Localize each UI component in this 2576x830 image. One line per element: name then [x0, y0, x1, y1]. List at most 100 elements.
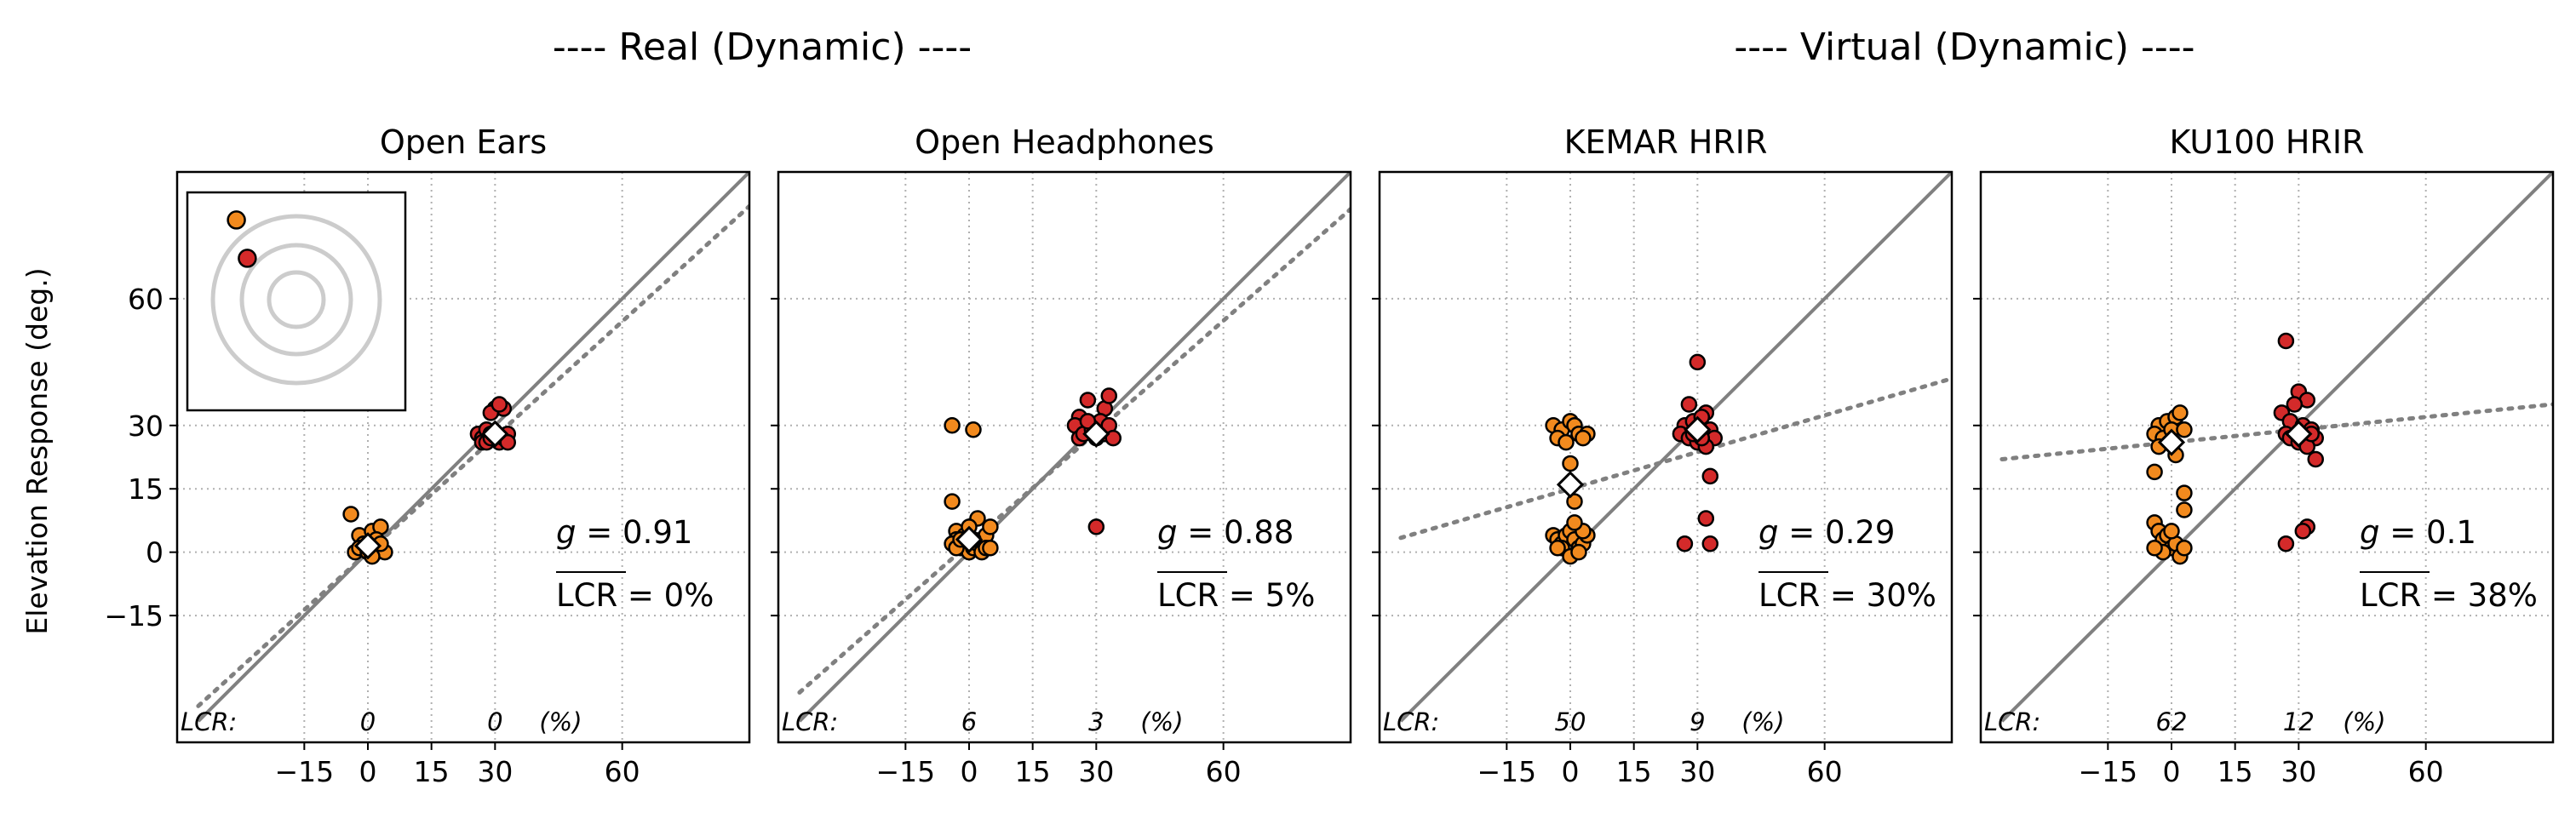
- x-tick-label: −15: [876, 755, 936, 788]
- x-tick-label: −15: [1477, 755, 1537, 788]
- x-tick-label: 30: [2281, 755, 2316, 788]
- median-marker: [955, 525, 984, 553]
- data-point: [1079, 413, 1097, 430]
- lcr-value: 6: [961, 707, 977, 736]
- lcr-value: 0: [487, 707, 502, 736]
- axes-frame: [1979, 170, 2555, 744]
- data-point: [2146, 463, 2163, 481]
- x-tick-label: −15: [2079, 755, 2138, 788]
- mean-lcr-value: LCR = 5%: [1157, 577, 1315, 614]
- data-point: [944, 417, 961, 434]
- plot-area: [1380, 172, 1952, 742]
- median-marker: [1684, 415, 1712, 444]
- y-tick-label: 30: [128, 409, 164, 443]
- data-point: [1549, 539, 1566, 557]
- data-point: [982, 518, 999, 535]
- lcr-value: 3: [1088, 707, 1104, 736]
- panel-1: Open Headphones −15 0 15 30 60 LCR: 6 3 (%) g = 0.…: [771, 123, 1352, 788]
- lcr-unit: (%): [539, 707, 582, 736]
- data-point: [1087, 518, 1105, 535]
- lcr-value: 62: [2156, 707, 2188, 736]
- panel-title: KEMAR HRIR: [1564, 123, 1768, 161]
- y-axis-label: Elevation Response (deg.): [20, 267, 54, 634]
- median-marker: [481, 420, 509, 448]
- median-marker: [1556, 471, 1585, 499]
- inset-point: [227, 210, 246, 230]
- median-marker: [2285, 420, 2313, 448]
- data-point: [1570, 543, 1587, 561]
- x-tick-label: 15: [1616, 755, 1652, 788]
- inset-frame: [186, 191, 407, 412]
- data-point: [2294, 523, 2312, 540]
- data-point: [2176, 501, 2193, 518]
- data-point: [1079, 392, 1097, 409]
- data-point: [342, 506, 359, 523]
- x-tick-label: 60: [1206, 755, 1242, 788]
- gain-value: g = 0.29: [1758, 514, 1895, 551]
- mean-lcr-value: LCR = 30%: [1758, 577, 1936, 614]
- panel-2: KEMAR HRIR −15 0 15 30 60 LCR: 50 9 (%) g = 0.29 LC…: [1372, 123, 1954, 788]
- panel-title: KU100 HRIR: [2170, 123, 2365, 161]
- identity-line: [197, 172, 749, 723]
- lcr-unit: (%): [1741, 707, 1784, 736]
- y-tick-label: 60: [128, 283, 164, 316]
- data-point: [944, 493, 961, 510]
- data-point: [491, 396, 508, 413]
- lcr-label: LCR:: [1383, 707, 1439, 736]
- data-point: [2146, 539, 2163, 557]
- x-tick-label: 0: [1562, 755, 1580, 788]
- panel-0: Open Ears −15 0 15 30 60 −15 0 15 30 60 LCR: 0 0 (%) g …: [104, 123, 751, 788]
- data-point: [1676, 535, 1694, 552]
- supertitle-real: ---- Real (Dynamic) ----: [553, 26, 972, 69]
- data-point: [1680, 396, 1698, 413]
- data-point: [982, 539, 999, 557]
- mean-lcr-value: LCR = 0%: [556, 577, 714, 614]
- data-point: [499, 433, 517, 451]
- data-point: [965, 421, 982, 438]
- axes-frame: [175, 170, 751, 744]
- x-tick-label: 15: [414, 755, 450, 788]
- y-tick-label: 0: [146, 536, 164, 570]
- x-tick-label: 15: [2217, 755, 2253, 788]
- fit-line: [1999, 402, 2553, 461]
- inset-point: [238, 249, 257, 268]
- x-tick-label: 30: [1078, 755, 1114, 788]
- axes-frame: [1378, 170, 1954, 744]
- x-tick-label: 0: [961, 755, 978, 788]
- panel-title: Open Headphones: [915, 123, 1214, 161]
- inset-ring: [210, 214, 382, 386]
- lcr-value: 12: [2283, 707, 2315, 736]
- data-point: [1697, 510, 1715, 527]
- x-tick-label: 60: [2408, 755, 2444, 788]
- data-point: [1558, 433, 1575, 451]
- x-tick-label: 0: [2163, 755, 2181, 788]
- gain-value: g = 0.91: [556, 514, 692, 551]
- y-tick-label: 15: [128, 472, 164, 506]
- data-point: [1701, 467, 1719, 485]
- plot-area: [778, 172, 1351, 742]
- fit-line: [1398, 376, 1952, 541]
- gain-value: g = 0.1: [2360, 514, 2476, 551]
- data-point: [2163, 523, 2180, 540]
- panel-title: Open Ears: [380, 123, 547, 161]
- data-point: [1104, 429, 1122, 447]
- lcr-value: 50: [1555, 707, 1586, 736]
- plot-area: [177, 172, 749, 742]
- inset-ring: [267, 270, 326, 329]
- data-point: [2176, 539, 2193, 557]
- data-point: [1566, 514, 1583, 531]
- axes-frame: [777, 170, 1352, 744]
- data-point: [2286, 396, 2303, 413]
- x-tick-label: 30: [477, 755, 513, 788]
- x-tick-label: 15: [1015, 755, 1051, 788]
- gain-value: g = 0.88: [1157, 514, 1294, 551]
- median-marker: [2157, 428, 2186, 456]
- data-point: [2172, 404, 2189, 421]
- median-marker: [353, 532, 382, 560]
- lcr-label: LCR:: [181, 707, 237, 736]
- identity-line: [798, 172, 1351, 723]
- data-point: [1689, 353, 1707, 371]
- x-tick-label: 60: [1807, 755, 1843, 788]
- panel-3: KU100 HRIR −15 0 15 30 60 LCR: 62 12 (%) g = 0.1 LC…: [1973, 123, 2555, 788]
